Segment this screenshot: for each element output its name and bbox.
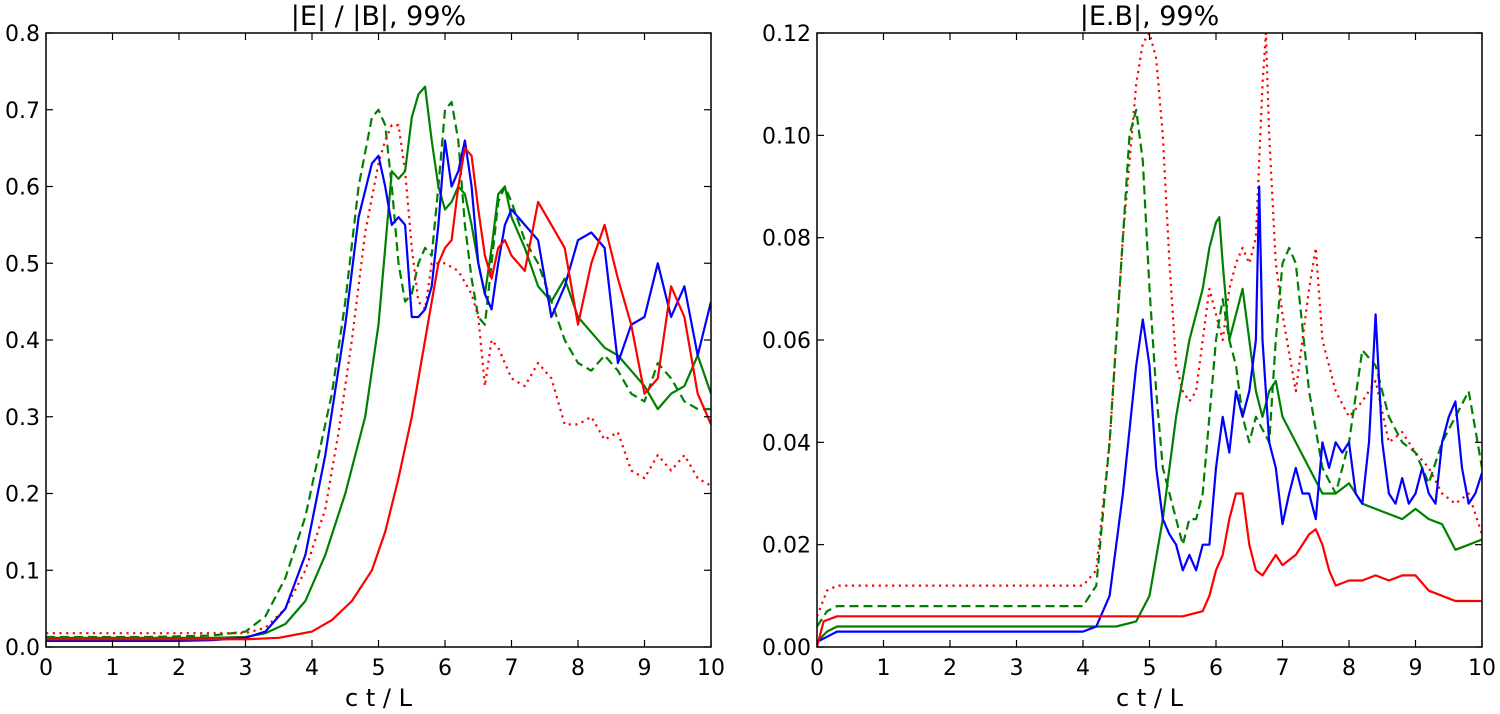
series-line-4-solid xyxy=(46,147,711,641)
y-tick-label: 0.02 xyxy=(762,534,811,559)
y-tick-label: 0.8 xyxy=(5,22,40,47)
x-tick-label: 5 xyxy=(372,656,386,681)
y-tick-label: 0.3 xyxy=(5,406,40,431)
x-tick-label: 9 xyxy=(1409,656,1423,681)
panel-title: |E.B|, 99% xyxy=(1080,1,1220,32)
x-tick-label: 4 xyxy=(305,656,319,681)
series-line-0-dotted xyxy=(817,33,1482,617)
x-tick-label: 2 xyxy=(172,656,186,681)
y-tick-label: 0.6 xyxy=(5,176,40,201)
series-line-3-solid xyxy=(46,139,711,643)
y-tick-label: 0.4 xyxy=(5,329,40,354)
panel-e-over-b: 0 1 2 3 4 5 6 7 8 9 10 0.0 0.1 0.2 0.3 0.4 0.5 0.6 0.7 0.8 |… xyxy=(5,1,725,712)
y-tick-label: 0.12 xyxy=(762,22,811,47)
x-tick-label: 0 xyxy=(39,656,53,681)
x-tick-label: 6 xyxy=(1209,656,1223,681)
x-tick-label: 1 xyxy=(877,656,891,681)
x-tick-label: 5 xyxy=(1143,656,1157,681)
y-tick-label: 0.1 xyxy=(5,559,40,584)
x-axis-label: c t / L xyxy=(1116,684,1184,712)
series-line-1-dotted xyxy=(46,123,711,635)
x-tick-label: 9 xyxy=(638,656,652,681)
x-tick-label: 10 xyxy=(697,656,725,681)
series-line-2-solid xyxy=(46,85,711,639)
y-tick-label: 0.2 xyxy=(5,483,40,508)
y-tick-label: 0.5 xyxy=(5,252,40,277)
x-tick-label: 3 xyxy=(239,656,253,681)
x-tick-label: 6 xyxy=(438,656,452,681)
panel-e-dot-b: 0 1 2 3 4 5 6 7 8 9 10 0.00 0.02 0.04 0.06 0.08 0.10 0.12… xyxy=(762,1,1496,712)
x-tick-label: 0 xyxy=(810,656,824,681)
panel-title: |E| / |B|, 99% xyxy=(291,1,466,32)
series-line-4-solid xyxy=(817,492,1482,647)
y-tick-label: 0.04 xyxy=(762,431,811,456)
x-axis-label: c t / L xyxy=(345,684,413,712)
y-tick-label: 0.7 xyxy=(5,99,40,124)
series-line-0-dashed xyxy=(46,100,711,639)
series-line-2-solid xyxy=(817,216,1482,643)
series-group xyxy=(46,85,711,643)
x-tick-label: 8 xyxy=(1342,656,1356,681)
series-group xyxy=(817,33,1482,647)
series-line-3-solid xyxy=(817,185,1482,643)
x-tick-label: 2 xyxy=(943,656,957,681)
y-tick-label: 0.00 xyxy=(762,636,811,661)
x-tick-label: 4 xyxy=(1076,656,1090,681)
y-tick-label: 0.10 xyxy=(762,124,811,149)
x-tick-label: 3 xyxy=(1010,656,1024,681)
series-line-1-dashed xyxy=(817,108,1482,628)
y-tick-label: 0.0 xyxy=(5,636,40,661)
x-tick-label: 10 xyxy=(1468,656,1496,681)
plot-frame xyxy=(45,32,712,648)
y-tick-label: 0.08 xyxy=(762,227,811,252)
x-tick-label: 7 xyxy=(505,656,519,681)
x-tick-label: 1 xyxy=(106,656,120,681)
x-tick-label: 8 xyxy=(571,656,585,681)
x-tick-label: 7 xyxy=(1276,656,1290,681)
plot-frame xyxy=(816,32,1483,648)
y-tick-label: 0.06 xyxy=(762,329,811,354)
